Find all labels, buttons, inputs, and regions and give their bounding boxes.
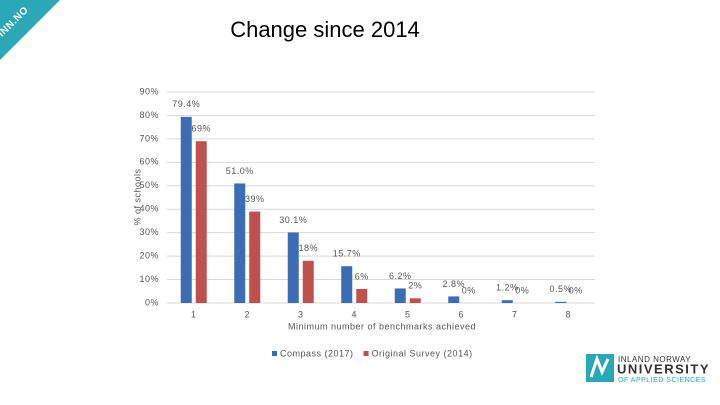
data-label: 0% xyxy=(569,285,583,295)
logo-line1: INLAND NORWAY xyxy=(618,355,691,364)
y-tick-label: 10% xyxy=(139,274,159,284)
data-label: 2% xyxy=(408,281,422,291)
y-tick-label: 0% xyxy=(145,297,159,307)
legend-label: Original Survey (2014) xyxy=(372,348,473,358)
data-label: 79.4% xyxy=(172,99,200,109)
x-tick-label: 1 xyxy=(191,309,197,319)
x-tick-label: 4 xyxy=(351,309,357,319)
legend-swatch xyxy=(272,351,277,356)
x-tick-label: 2 xyxy=(244,309,250,319)
bar xyxy=(249,211,261,303)
bar xyxy=(234,183,246,303)
x-tick-label: 6 xyxy=(458,309,464,319)
data-label: 2.8% xyxy=(442,279,465,289)
y-tick-label: 50% xyxy=(139,180,159,190)
x-tick-label: 8 xyxy=(565,309,571,319)
bar xyxy=(180,116,192,304)
logo: INLAND NORWAY UNIVERSITY OF APPLIED SCIE… xyxy=(586,354,710,384)
y-tick-label: 40% xyxy=(139,204,159,214)
bar xyxy=(448,296,460,303)
logo-glyph xyxy=(589,354,610,378)
y-tick-label: 90% xyxy=(139,86,159,96)
bar xyxy=(287,232,299,303)
chart-title: Change since 2014 xyxy=(230,17,420,42)
legend-label: Compass (2017) xyxy=(280,348,354,358)
x-tick-label: 5 xyxy=(405,309,411,319)
data-label: 6% xyxy=(355,271,369,281)
corner-badge xyxy=(0,0,60,60)
bar xyxy=(409,298,421,303)
y-axis-label: % of schools xyxy=(132,168,142,225)
logo-line3: OF APPLIED SCIENCES xyxy=(618,377,706,384)
data-label: 30.1% xyxy=(279,215,307,225)
data-label: 39% xyxy=(245,194,265,204)
data-label: 1.2% xyxy=(496,283,519,293)
y-tick-label: 60% xyxy=(139,157,159,167)
data-label: 0.5% xyxy=(549,284,572,294)
y-tick-label: 30% xyxy=(139,227,159,237)
x-axis-label: Minimum number of benchmarks achieved xyxy=(288,321,476,331)
bar xyxy=(195,141,207,303)
bar xyxy=(341,266,353,303)
data-label: 69% xyxy=(191,124,211,134)
y-tick-label: 20% xyxy=(139,250,159,260)
x-tick-label: 7 xyxy=(512,309,518,319)
data-label: 0% xyxy=(515,285,529,295)
bar xyxy=(501,300,513,303)
bar xyxy=(356,288,368,303)
bar xyxy=(394,288,406,303)
data-label: 6.2% xyxy=(389,271,412,281)
bar xyxy=(302,260,314,303)
data-label: 0% xyxy=(462,285,476,295)
logo-line2: UNIVERSITY xyxy=(617,361,710,376)
data-label: 51.0% xyxy=(226,166,254,176)
x-tick-label: 3 xyxy=(298,309,304,319)
legend-swatch xyxy=(363,351,369,356)
bar xyxy=(555,301,567,303)
data-label: 18% xyxy=(298,243,318,253)
y-tick-label: 70% xyxy=(139,133,159,143)
y-tick-label: 80% xyxy=(139,110,159,120)
data-label: 15.7% xyxy=(333,249,361,259)
